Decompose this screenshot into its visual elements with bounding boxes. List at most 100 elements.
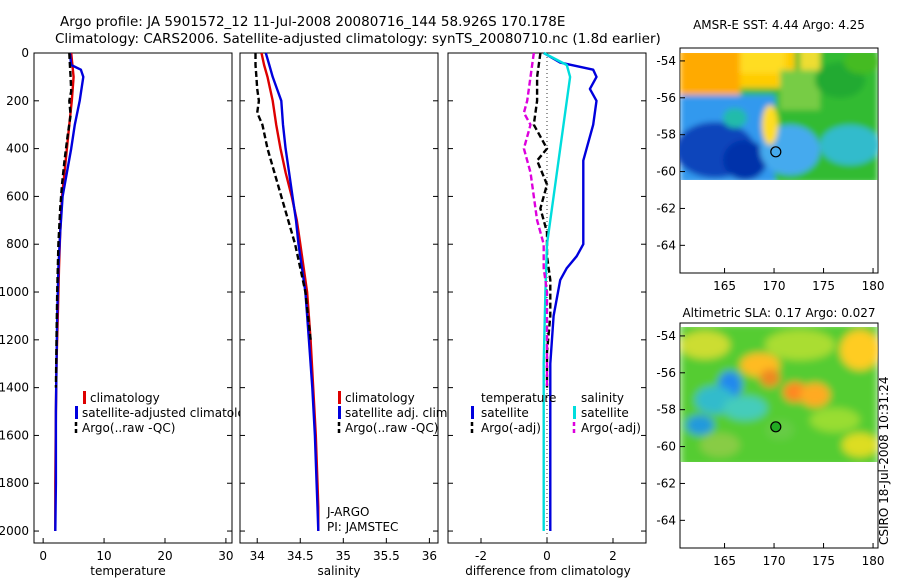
salinity-annotation-pi: PI: JAMSTEC	[327, 520, 398, 534]
legend-header-salinity: salinity	[581, 391, 624, 405]
legend-label-climatology: climatology	[90, 391, 160, 405]
y-tick-label: 400	[6, 142, 29, 156]
y-tick-label: 600	[6, 189, 29, 203]
salinity-yticks	[240, 52, 438, 532]
map-y-tick-label: -58	[656, 128, 676, 142]
x-tick-label: 35	[336, 549, 351, 563]
sst-argo-marker	[770, 146, 782, 158]
sla-map-panel: Altimetric SLA: 0.17 Argo: 0.027	[656, 306, 884, 568]
x-tick-label: 20	[157, 549, 172, 563]
x-tick-label: 0	[543, 549, 551, 563]
temperature-lines	[54, 52, 85, 532]
legend-swatch-satellite-adjusted	[75, 406, 78, 419]
y-tick-label: 2000	[0, 524, 29, 538]
map-y-tick-label: -64	[656, 238, 676, 252]
map-x-tick-label: 175	[812, 279, 835, 293]
side-credit: CSIRO 18-Jul-2008 10:31:24	[877, 377, 891, 545]
map-x-tick-label: 165	[713, 279, 736, 293]
legend-swatch-satellite-adj	[338, 406, 341, 419]
map-x-tick-label: 170	[763, 279, 786, 293]
x-tick-label: 30	[218, 549, 233, 563]
map-x-tick-label: 180	[862, 554, 885, 568]
x-tick-label: 35.5	[373, 549, 400, 563]
salinity-annotation-jargo: J-ARGO	[326, 505, 369, 519]
difference-panel: -2 0 2 difference from climatology tempera…	[447, 51, 647, 578]
sla-map-yticks: -54 -56 -58 -60 -62 -64	[656, 329, 685, 527]
sla-argo-marker	[770, 421, 782, 433]
sst-map-title: AMSR-E SST: 4.44 Argo: 4.25	[693, 18, 865, 32]
sst-map-yticks: -54 -56 -58 -60 -62 -64	[656, 54, 685, 252]
map-y-tick-label: -60	[656, 165, 676, 179]
legend-label-climatology: climatology	[345, 391, 415, 405]
temperature-xticks: 0 10 20 30	[39, 538, 234, 563]
series-line-satellite-adj-clim	[264, 52, 320, 532]
y-tick-label: 1400	[0, 381, 29, 395]
legend-label-temp-argo: Argo(-adj)	[481, 421, 541, 435]
temperature-xlabel: temperature	[90, 564, 165, 578]
series-line-temperature-argo-adj	[532, 52, 552, 388]
temperature-axes-box	[33, 52, 233, 544]
x-tick-label: 34	[250, 549, 265, 563]
sla-map-field	[680, 327, 878, 462]
y-tick-label: 1000	[0, 285, 29, 299]
legend-label-argo-raw: Argo(..raw -QC)	[345, 421, 438, 435]
salinity-axes-box	[239, 52, 439, 544]
legend-swatch-sal-satellite	[573, 406, 576, 419]
salinity-panel: 34 34.5 35 35.5 36 salinity climatology sate…	[239, 52, 451, 578]
map-x-tick-label: 165	[713, 554, 736, 568]
salinity-legend: climatology satellite adj. clim. Argo(..…	[337, 391, 451, 435]
map-y-tick-label: -58	[656, 403, 676, 417]
figure-title-line2: Climatology: CARS2006. Satellite-adjuste…	[55, 31, 661, 47]
sla-map-xticks: 165 170 175 180	[713, 543, 885, 568]
map-y-tick-label: -60	[656, 440, 676, 454]
legend-swatch-climatology	[338, 391, 341, 404]
sst-map-field	[680, 53, 878, 180]
x-tick-label: 10	[96, 549, 111, 563]
difference-yticks	[448, 52, 646, 532]
series-line-temperature-satellite	[543, 51, 598, 531]
difference-xlabel: difference from climatology	[465, 564, 631, 578]
legend-header-temperature: temperature	[481, 391, 556, 405]
sst-map-xticks: 165 170 175 180	[713, 268, 885, 293]
legend-swatch-temp-satellite	[471, 406, 474, 419]
figure-title-line1: Argo profile: JA 5901572_12 11-Jul-2008 …	[60, 14, 565, 30]
series-line-argo-raw-qc	[254, 53, 312, 340]
temperature-yticks: 0 200 400 600 800 1000 1200 1400 1600 1800 2000	[0, 46, 232, 538]
salinity-xlabel: salinity	[317, 564, 360, 578]
salinity-xticks: 34 34.5 35 35.5 36	[250, 538, 437, 563]
x-tick-label: 34.5	[287, 549, 314, 563]
y-tick-label: 1600	[0, 428, 29, 442]
x-tick-label: 36	[422, 549, 437, 563]
map-y-tick-label: -54	[656, 54, 676, 68]
legend-label-sal-satellite: satellite	[581, 406, 629, 420]
legend-label-sal-argo: Argo(-adj)	[581, 421, 641, 435]
salinity-lines	[254, 52, 320, 532]
legend-label-temp-satellite: satellite	[481, 406, 529, 420]
map-y-tick-label: -62	[656, 476, 676, 490]
map-y-tick-label: -56	[656, 366, 676, 380]
series-line-salinity-argo-adj	[522, 52, 549, 388]
map-x-tick-label: 180	[862, 279, 885, 293]
legend-swatch-climatology	[83, 391, 86, 404]
y-tick-label: 1800	[0, 476, 29, 490]
temperature-panel: 0 10 20 30 0 200 400 600 800 1000 1200 1400 1600 180…	[0, 46, 260, 578]
y-tick-label: 0	[21, 46, 29, 60]
sla-map-title: Altimetric SLA: 0.17 Argo: 0.027	[682, 306, 875, 320]
temperature-legend: climatology satellite-adjusted climatolo…	[74, 391, 260, 435]
map-y-tick-label: -56	[656, 91, 676, 105]
map-x-tick-label: 170	[763, 554, 786, 568]
difference-lines	[522, 51, 598, 531]
y-tick-label: 200	[6, 94, 29, 108]
legend-label-argo-raw: Argo(..raw -QC)	[82, 421, 175, 435]
x-tick-label: 2	[609, 549, 617, 563]
difference-xticks: -2 0 2	[475, 538, 617, 563]
sst-map-panel: AMSR-E SST: 4.44 Argo: 4.25	[656, 18, 884, 293]
map-y-tick-label: -64	[656, 513, 676, 527]
x-tick-label: 0	[39, 549, 47, 563]
map-y-tick-label: -62	[656, 201, 676, 215]
y-tick-label: 800	[6, 237, 29, 251]
series-line-salinity-satellite	[542, 51, 572, 531]
map-x-tick-label: 175	[812, 554, 835, 568]
x-tick-label: -2	[475, 549, 487, 563]
